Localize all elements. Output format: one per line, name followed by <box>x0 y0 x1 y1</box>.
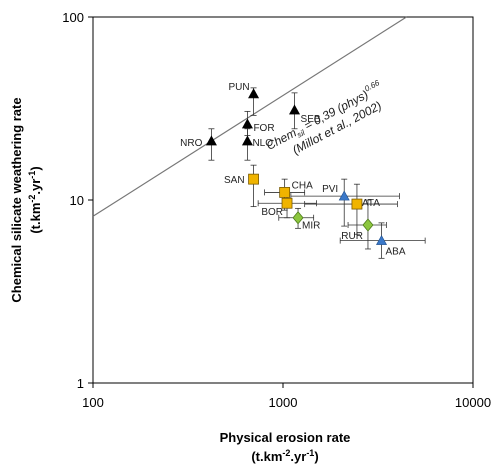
point-ata <box>351 198 363 210</box>
point-label-ata: ATA <box>362 198 380 209</box>
x-tick-label-1: 1000 <box>269 395 298 410</box>
point-label-cha: CHA <box>292 180 313 191</box>
y-tick-label-2: 100 <box>62 10 84 25</box>
y-axis-unit: (t.km-2.yr-1) <box>27 166 43 233</box>
x-tick-label-2: 10000 <box>455 395 491 410</box>
point-pun <box>248 88 260 99</box>
point-label-pvi: PVI <box>322 184 338 195</box>
point-label-bor: BOR <box>261 207 283 218</box>
y-tick-label-0: 1 <box>77 376 84 391</box>
fit-line <box>92 16 407 217</box>
point-label-rur: RUR <box>341 231 363 242</box>
x-tick-label-0: 100 <box>82 395 104 410</box>
fit-line-group <box>92 16 407 217</box>
point-label-for: FOR <box>253 123 274 134</box>
point-labels: NRO PUN FOR NLO SEB SAN CHA BOR ATA PVI ABA MIR RUR <box>180 82 406 258</box>
point-aba <box>376 234 388 245</box>
point-san <box>248 173 259 185</box>
point-label-pun: PUN <box>228 82 249 93</box>
y-axis-title: Chemical silicate weathering rate <box>9 97 24 302</box>
point-pvi <box>338 190 350 201</box>
point-cha <box>279 187 291 198</box>
point-mir <box>292 211 304 225</box>
x-axis-title: Physical erosion rate <box>220 430 351 445</box>
point-nro <box>205 135 217 146</box>
point-label-aba: ABA <box>386 247 406 258</box>
x-axis-unit: (t.km-2.yr-1) <box>251 448 318 464</box>
point-bor <box>281 197 293 209</box>
point-label-seb: SEB <box>301 114 321 125</box>
y-tick-label-1: 10 <box>70 193 84 208</box>
point-rur <box>362 218 374 232</box>
point-label-nlo: NLO <box>252 138 273 149</box>
point-nlo <box>241 135 253 146</box>
point-label-san: SAN <box>224 175 245 186</box>
point-seb <box>289 104 301 115</box>
point-label-mir: MIR <box>302 221 320 232</box>
point-label-nro: NRO <box>180 138 202 149</box>
data-points <box>205 88 388 245</box>
axis-ticks: 100 1000 10000 1 10 100 <box>62 10 491 410</box>
point-for <box>241 118 253 129</box>
